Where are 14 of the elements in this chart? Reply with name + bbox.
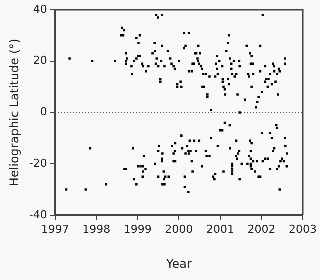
x-tick-label: 1999 [124, 222, 152, 236]
y-axis-title: Heliographic Latitude (°) [7, 38, 22, 187]
x-tick-label: 2003 [289, 222, 318, 236]
y-tick-label: -40 [29, 208, 48, 222]
x-tick-label: 1998 [82, 222, 111, 236]
y-tick-label: 40 [33, 2, 48, 16]
x-tick-label: 2000 [165, 222, 194, 236]
x-tick-label: 1997 [41, 222, 70, 236]
x-tick-label: 2001 [206, 222, 234, 236]
y-tick-label: 0 [40, 106, 48, 119]
y-tick-label: -20 [29, 156, 48, 170]
y-tick-label: 20 [33, 54, 48, 68]
x-tick-label: 2002 [248, 222, 276, 236]
x-axis-title: Year [165, 256, 192, 271]
